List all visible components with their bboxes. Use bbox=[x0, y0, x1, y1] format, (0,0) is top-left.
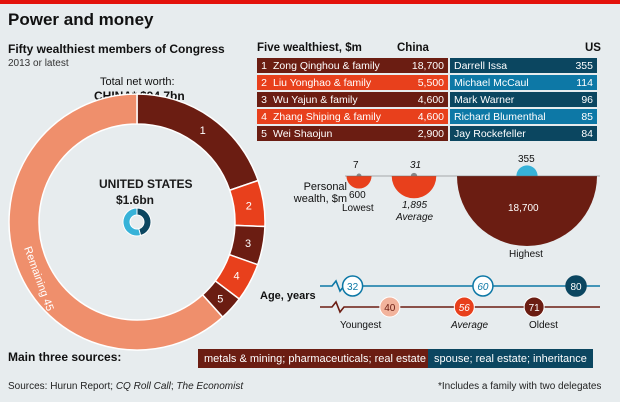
oldest-label: Oldest bbox=[529, 320, 558, 331]
donut-segment-remaining-45 bbox=[8, 93, 224, 351]
china-sources: metals & mining; pharmaceuticals; real e… bbox=[198, 349, 432, 368]
china-value: 4,600 bbox=[417, 110, 444, 123]
subtitle-note: 2013 or latest bbox=[8, 58, 69, 69]
table-header: Five wealthiest, $m bbox=[257, 42, 362, 54]
us-value: 96 bbox=[581, 93, 593, 106]
us-total-value: $1.6bn bbox=[116, 193, 155, 207]
china-age-value: 56 bbox=[459, 303, 471, 314]
sources-label: Main three sources: bbox=[8, 350, 122, 364]
china-table-row: 2 Liu Yonghao & family 5,500 bbox=[257, 75, 448, 90]
china-age-marker bbox=[379, 296, 401, 318]
rank: 1 bbox=[261, 59, 267, 72]
china-age-value: 40 bbox=[384, 303, 396, 314]
china-table-row: 5 Wei Shaojun 2,900 bbox=[257, 126, 448, 141]
china-name: Wei Shaojun bbox=[273, 127, 333, 140]
us-table-row: Michael McCaul 114 bbox=[450, 75, 597, 90]
rank: 4 bbox=[261, 110, 267, 123]
us-wealth-mark bbox=[410, 172, 418, 176]
china-value: 18,700 bbox=[411, 59, 444, 72]
average-label: Average bbox=[396, 212, 434, 223]
chart-title: Power and money bbox=[8, 10, 154, 29]
china-value: 5,500 bbox=[417, 76, 444, 89]
us-name: Mark Warner bbox=[454, 93, 515, 106]
us-donut-segment-1 bbox=[122, 207, 142, 237]
us-name: Jay Rockefeller bbox=[454, 127, 526, 140]
us-wealth-mark bbox=[516, 165, 538, 176]
china-highest-value: 18,700 bbox=[508, 203, 539, 214]
china-name: Liu Yonghao & family bbox=[273, 76, 372, 89]
china-wealth-mark bbox=[457, 176, 597, 246]
china-name: Zhang Shiping & family bbox=[273, 110, 381, 123]
us-age-marker bbox=[472, 275, 494, 297]
us-highest-value: 355 bbox=[518, 154, 535, 165]
china-average-value: 1,895 bbox=[402, 200, 428, 211]
us-wealth-mark bbox=[356, 173, 362, 176]
us-table-row: Jay Rockefeller 84 bbox=[450, 126, 597, 141]
top-accent-bar bbox=[0, 0, 620, 4]
us-age-value: 60 bbox=[477, 282, 489, 293]
us-age-line bbox=[320, 279, 600, 293]
sources-credit: Sources: Hurun Report; CQ Roll Call; The… bbox=[8, 381, 244, 392]
us-name: Michael McCaul bbox=[454, 76, 529, 89]
china-wealth-mark bbox=[391, 176, 437, 199]
china-age-marker bbox=[453, 296, 475, 318]
chart-subtitle: Fifty wealthiest members of Congress bbox=[8, 42, 225, 56]
us-name: Darrell Issa bbox=[454, 59, 508, 72]
china-lowest-value: 600 bbox=[349, 190, 366, 201]
us-value: 84 bbox=[581, 127, 593, 140]
us-table-row: Darrell Issa 355 bbox=[450, 58, 597, 73]
china-name: Zong Qinghou & family bbox=[273, 59, 380, 72]
china-age-marker bbox=[523, 296, 545, 318]
donut-segment-label: 5 bbox=[217, 293, 223, 305]
youngest-label: Youngest bbox=[340, 320, 382, 331]
china-name: Wu Yajun & family bbox=[273, 93, 358, 106]
us-table-row: Richard Blumenthal 85 bbox=[450, 109, 597, 124]
rank: 3 bbox=[261, 93, 267, 106]
us-age-value: 80 bbox=[570, 282, 582, 293]
us-name: Richard Blumenthal bbox=[454, 110, 546, 123]
us-age-value: 32 bbox=[347, 282, 359, 293]
china-table-row: 4 Zhang Shiping & family 4,600 bbox=[257, 109, 448, 124]
us-age-marker bbox=[565, 275, 587, 297]
us-value: 114 bbox=[576, 76, 593, 89]
donut-segment-label: 3 bbox=[245, 238, 251, 250]
donut-segment-label: 1 bbox=[200, 125, 206, 137]
lowest-label: Lowest bbox=[342, 203, 374, 214]
us-age-marker bbox=[341, 275, 364, 297]
us-sources: spouse; real estate; inheritance bbox=[428, 349, 593, 368]
us-average-value: 31 bbox=[410, 160, 422, 171]
table-china-header: China bbox=[397, 42, 429, 54]
us-total-label: UNITED STATES bbox=[99, 177, 193, 191]
china-table-row: 3 Wu Yajun & family 4,600 bbox=[257, 92, 448, 107]
personal-wealth-label: Personal wealth, $m bbox=[293, 181, 347, 205]
us-value: 355 bbox=[575, 59, 593, 72]
age-label: Age, years bbox=[260, 290, 316, 302]
footnote: *Includes a family with two delegates bbox=[438, 381, 602, 392]
highest-label: Highest bbox=[509, 249, 543, 260]
age-average-label: Average bbox=[451, 320, 489, 331]
us-table-row: Mark Warner 96 bbox=[450, 92, 597, 107]
china-age-value: 71 bbox=[529, 303, 541, 314]
donut-segment-label: 4 bbox=[234, 270, 240, 282]
rank: 2 bbox=[261, 76, 267, 89]
rank: 5 bbox=[261, 127, 267, 140]
us-lowest-value: 7 bbox=[353, 160, 359, 171]
us-value: 85 bbox=[581, 110, 593, 123]
china-wealth-mark bbox=[346, 176, 372, 189]
china-table-row: 1 Zong Qinghou & family 18,700 bbox=[257, 58, 448, 73]
china-value: 4,600 bbox=[417, 93, 444, 106]
china-value: 2,900 bbox=[417, 127, 444, 140]
total-net-worth-label: Total net worth: bbox=[100, 76, 175, 88]
donut-segment-label: 2 bbox=[246, 200, 252, 212]
table-us-header: US bbox=[585, 42, 601, 54]
